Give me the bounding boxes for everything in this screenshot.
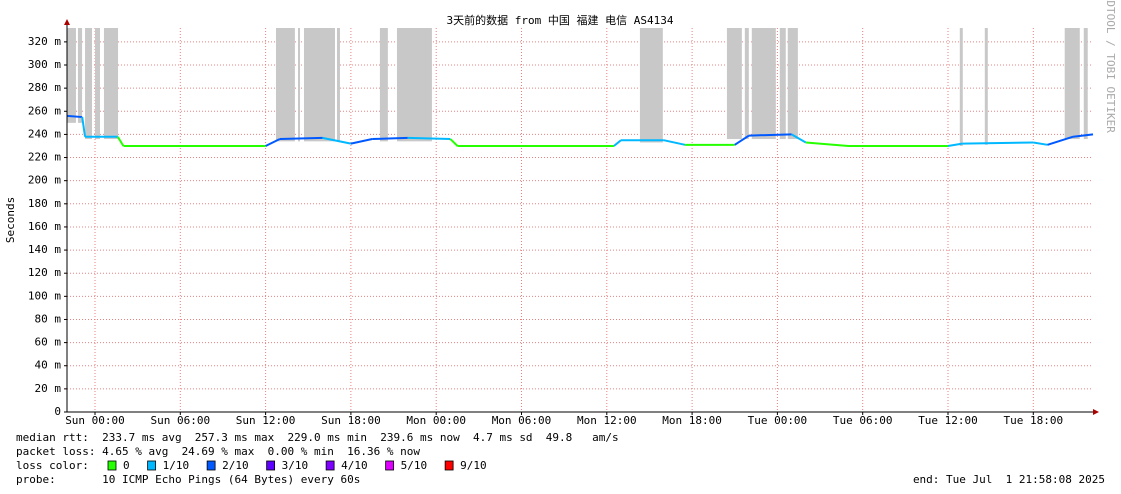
- y-tick-label: 20 m: [35, 382, 62, 395]
- stats-line: packet loss: 4.65 % avg 24.69 % max 0.00…: [16, 445, 420, 458]
- y-tick-label: 240 m: [28, 127, 61, 140]
- y-tick-label: 260 m: [28, 104, 61, 117]
- x-tick-label: Mon 18:00: [662, 414, 722, 427]
- y-tick-label: 120 m: [28, 266, 61, 279]
- legend-entry: 0: [123, 459, 130, 472]
- smoke-bar: [85, 28, 93, 140]
- smoke-bar: [779, 28, 786, 140]
- median-segment: [350, 138, 373, 145]
- x-tick-label: Mon 00:00: [406, 414, 466, 427]
- median-segment: [66, 114, 83, 119]
- legend-entry: 5/10: [401, 459, 428, 472]
- smoke-bar: [336, 28, 340, 142]
- legend-entry: 2/10: [222, 459, 249, 472]
- y-tick-label: 80 m: [35, 312, 62, 325]
- smoke-bar: [751, 28, 776, 140]
- x-tick-label: Sun 12:00: [236, 414, 296, 427]
- y-tick-label: 100 m: [28, 289, 61, 302]
- y-tick-label: 320 m: [28, 35, 61, 48]
- y-tick-label: 180 m: [28, 197, 61, 210]
- y-tick-label: 300 m: [28, 58, 61, 71]
- median-segment: [805, 141, 849, 147]
- legend: 0 1/10 2/10 3/10 4/10 5/10 9/10: [107, 459, 487, 472]
- smoke-bar: [726, 28, 742, 140]
- median-segment: [1047, 135, 1074, 146]
- y-tick-label: 60 m: [35, 336, 62, 349]
- watermark: RRDTOOL / TOBI OETIKER: [1104, 0, 1117, 133]
- y-tick-label: 140 m: [28, 243, 61, 256]
- smoke-bar: [787, 28, 798, 140]
- median-segment: [947, 142, 963, 147]
- legend-swatch: [107, 460, 117, 471]
- legend-swatch: [147, 460, 157, 471]
- smoke-bar: [639, 28, 663, 143]
- x-axis-arrow: [1093, 409, 1099, 415]
- median-segment: [265, 138, 281, 147]
- plot-area: 0 20 m 40 m 60 m 80 m 100 m 120 m 140 m 160 m 180…: [28, 28, 1094, 427]
- smoke-bar: [744, 28, 749, 140]
- smoke-bar: [67, 28, 76, 123]
- smoke-bar: [303, 28, 335, 142]
- smoke-bar: [959, 28, 963, 146]
- y-tick-label: 280 m: [28, 81, 61, 94]
- smoke-bar: [95, 28, 100, 140]
- median-segment: [613, 139, 622, 147]
- median-segment: [407, 136, 451, 141]
- median-segment: [81, 116, 87, 137]
- legend-swatch: [444, 460, 454, 471]
- median-segment: [748, 133, 792, 137]
- legend-entry: 9/10: [460, 459, 487, 472]
- smoke-bar: [275, 28, 295, 142]
- smoke-bar: [1064, 28, 1080, 140]
- x-tick-label: Tue 06:00: [833, 414, 893, 427]
- y-axis-label: Seconds: [4, 197, 17, 243]
- y-tick-label: 200 m: [28, 174, 61, 187]
- smoke-bar: [1083, 28, 1088, 140]
- median-segment: [372, 136, 408, 141]
- smoke-bar: [379, 28, 388, 142]
- y-tick-label: 0: [54, 405, 61, 418]
- x-tick-label: Mon 06:00: [492, 414, 552, 427]
- y-axis-arrow: [64, 19, 70, 25]
- smoke-bar: [103, 28, 119, 140]
- median-segment: [1072, 133, 1094, 138]
- legend-entry: 3/10: [282, 459, 309, 472]
- x-tick-label: Tue 12:00: [918, 414, 978, 427]
- median-segment: [279, 136, 323, 141]
- legend-entry: 1/10: [163, 459, 190, 472]
- probe-info: probe: 10 ICMP Echo Pings (64 Bytes) eve…: [16, 473, 360, 486]
- median-segment: [962, 141, 1034, 145]
- median-segment: [734, 134, 750, 146]
- x-tick-label: Sun 18:00: [321, 414, 381, 427]
- legend-swatch: [206, 460, 216, 471]
- median-segment: [322, 136, 352, 145]
- legend-swatch: [325, 460, 335, 471]
- smoke-bar: [984, 28, 988, 145]
- x-tick-label: Mon 12:00: [577, 414, 637, 427]
- stats-line: median rtt: 233.7 ms avg 257.3 ms max 22…: [16, 431, 619, 444]
- legend-entry: 4/10: [341, 459, 368, 472]
- x-tick-label: Tue 18:00: [1003, 414, 1063, 427]
- median-segment: [663, 139, 686, 146]
- median-segment: [116, 136, 125, 147]
- legend-swatch: [266, 460, 276, 471]
- chart-title: 3天前的数据 from 中国 福建 电信 AS4134: [447, 13, 674, 27]
- median-segment: [791, 133, 807, 144]
- legend-label: loss color:: [16, 459, 89, 472]
- y-tick-label: 40 m: [35, 359, 62, 372]
- y-tick-label: 160 m: [28, 220, 61, 233]
- x-tick-label: Sun 00:00: [65, 414, 125, 427]
- smoke-bar: [298, 28, 301, 142]
- median-segment: [449, 138, 459, 147]
- smoke-bar: [396, 28, 432, 142]
- x-tick-label: Tue 00:00: [748, 414, 808, 427]
- y-tick-label: 220 m: [28, 151, 61, 164]
- legend-swatch: [385, 460, 395, 471]
- end-time: end: Tue Jul 1 21:58:08 2025: [913, 473, 1105, 486]
- x-tick-label: Sun 06:00: [151, 414, 211, 427]
- smoke-bar: [77, 28, 83, 123]
- median-segment: [1033, 141, 1048, 146]
